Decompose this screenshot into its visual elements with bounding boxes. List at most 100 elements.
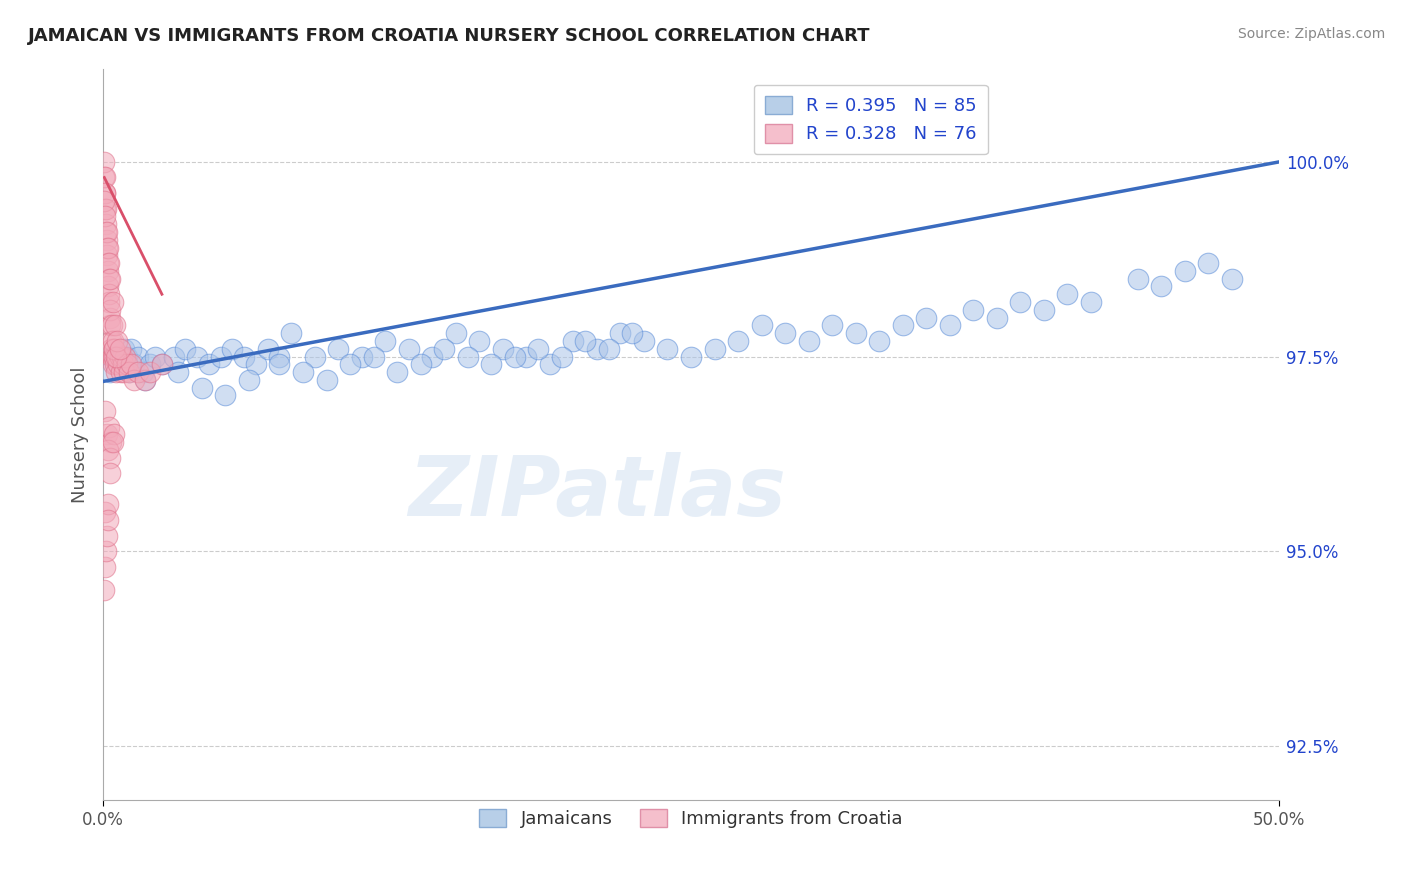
- Point: [96, 233, 118, 247]
- Point: [94, 544, 117, 558]
- Point: [479, 357, 502, 371]
- Point: [93, 194, 115, 208]
- Point: [101, 350, 124, 364]
- Point: [115, 357, 138, 371]
- Point: [94, 202, 117, 216]
- Point: [339, 357, 361, 371]
- Point: [122, 373, 145, 387]
- Point: [127, 365, 149, 379]
- Point: [97, 271, 120, 285]
- Point: [98, 318, 121, 333]
- Point: [209, 350, 232, 364]
- Point: [198, 357, 221, 371]
- Point: [98, 295, 121, 310]
- Point: [214, 388, 236, 402]
- Point: [457, 350, 479, 364]
- Point: [609, 326, 631, 341]
- Point: [962, 302, 984, 317]
- Point: [94, 505, 117, 519]
- Point: [118, 365, 141, 379]
- Point: [773, 326, 796, 341]
- Point: [538, 357, 561, 371]
- Point: [598, 342, 620, 356]
- Point: [108, 357, 131, 371]
- Point: [103, 342, 125, 356]
- Point: [280, 326, 302, 341]
- Point: [363, 350, 385, 364]
- Point: [174, 342, 197, 356]
- Text: Source: ZipAtlas.com: Source: ZipAtlas.com: [1237, 27, 1385, 41]
- Point: [221, 342, 243, 356]
- Point: [374, 334, 396, 348]
- Point: [891, 318, 914, 333]
- Point: [527, 342, 550, 356]
- Point: [420, 350, 443, 364]
- Point: [657, 342, 679, 356]
- Point: [104, 350, 127, 364]
- Point: [105, 365, 128, 379]
- Point: [93, 170, 115, 185]
- Point: [315, 373, 337, 387]
- Point: [938, 318, 960, 333]
- Point: [621, 326, 644, 341]
- Point: [821, 318, 844, 333]
- Point: [703, 342, 725, 356]
- Point: [1056, 287, 1078, 301]
- Point: [845, 326, 868, 341]
- Point: [1220, 271, 1243, 285]
- Point: [94, 404, 117, 418]
- Point: [191, 381, 214, 395]
- Point: [101, 350, 124, 364]
- Point: [139, 357, 162, 371]
- Point: [797, 334, 820, 348]
- Point: [98, 287, 121, 301]
- Point: [679, 350, 702, 364]
- Point: [150, 357, 173, 371]
- Point: [256, 342, 278, 356]
- Point: [1174, 264, 1197, 278]
- Point: [107, 357, 129, 371]
- Point: [96, 528, 118, 542]
- Point: [98, 467, 121, 481]
- Point: [104, 357, 127, 371]
- Point: [868, 334, 890, 348]
- Point: [97, 442, 120, 457]
- Point: [104, 350, 127, 364]
- Point: [112, 357, 135, 371]
- Point: [97, 241, 120, 255]
- Point: [292, 365, 315, 379]
- Point: [1032, 302, 1054, 317]
- Point: [100, 334, 122, 348]
- Point: [97, 497, 120, 511]
- Point: [100, 435, 122, 450]
- Point: [97, 279, 120, 293]
- Point: [1150, 279, 1173, 293]
- Point: [328, 342, 350, 356]
- Point: [98, 450, 121, 465]
- Point: [163, 350, 186, 364]
- Point: [444, 326, 467, 341]
- Point: [96, 248, 118, 262]
- Point: [104, 318, 127, 333]
- Point: [98, 271, 121, 285]
- Point: [103, 334, 125, 348]
- Point: [120, 342, 142, 356]
- Point: [101, 435, 124, 450]
- Point: [96, 241, 118, 255]
- Point: [269, 357, 291, 371]
- Point: [915, 310, 938, 325]
- Point: [94, 217, 117, 231]
- Point: [94, 170, 117, 185]
- Point: [94, 186, 117, 200]
- Point: [269, 350, 291, 364]
- Point: [1080, 295, 1102, 310]
- Point: [94, 559, 117, 574]
- Point: [515, 350, 537, 364]
- Point: [238, 373, 260, 387]
- Point: [186, 350, 208, 364]
- Point: [98, 256, 121, 270]
- Point: [134, 373, 156, 387]
- Y-axis label: Nursery School: Nursery School: [72, 366, 89, 502]
- Point: [111, 350, 134, 364]
- Point: [574, 334, 596, 348]
